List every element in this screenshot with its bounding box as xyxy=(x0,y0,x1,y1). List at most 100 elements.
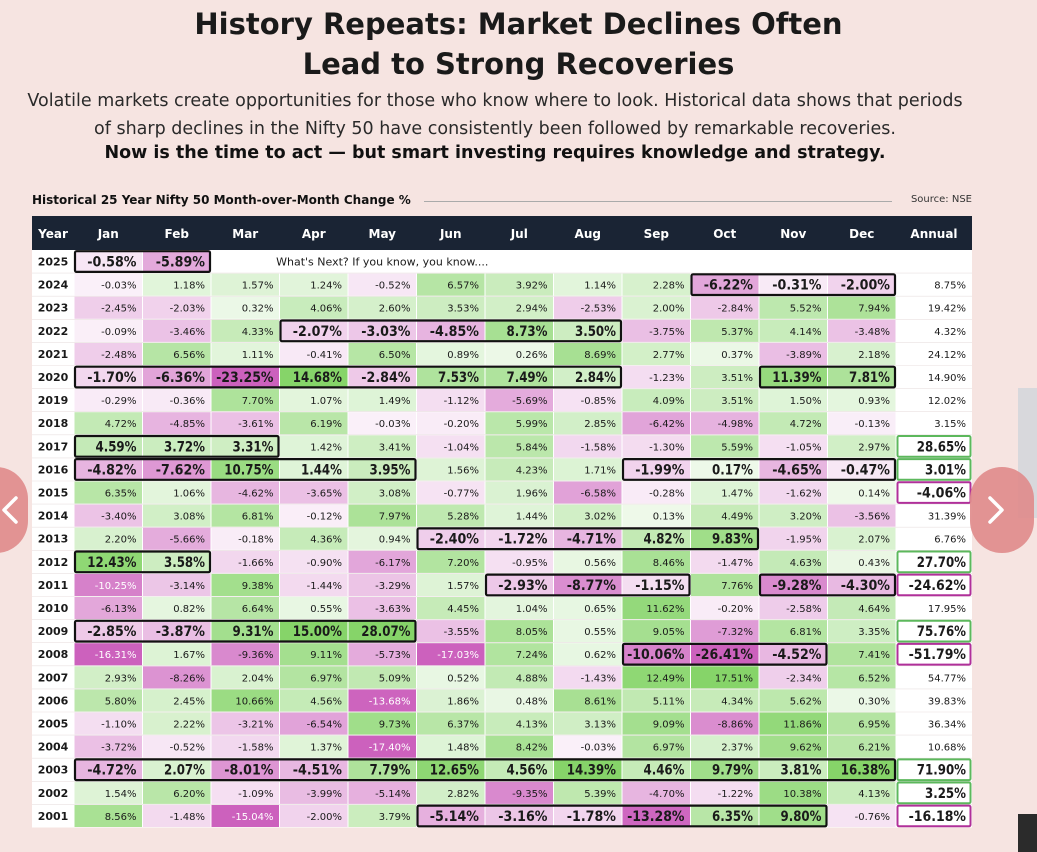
heatmap-cell xyxy=(485,689,553,712)
heatmap-cell xyxy=(211,435,279,458)
cell-value: -0.47% xyxy=(841,462,890,478)
heatmap-cell xyxy=(691,412,759,435)
cell-value: 1.57% xyxy=(242,281,274,292)
heatmap-cell xyxy=(828,527,896,550)
cell-value: 3.50% xyxy=(575,324,616,340)
heatmap-cell xyxy=(74,504,142,527)
cell-value: -13.68% xyxy=(369,696,411,707)
heatmap-cell xyxy=(485,504,553,527)
cell-value: -3.75% xyxy=(649,327,684,338)
cell-value: 27.70% xyxy=(917,555,966,571)
heatmap-cell xyxy=(622,458,690,481)
cell-value: 3.20% xyxy=(790,512,822,523)
cell-value: -3.61% xyxy=(238,419,273,430)
heatmap-cell xyxy=(143,527,211,550)
cell-value: 31.39% xyxy=(928,512,966,523)
heatmap-cell xyxy=(828,412,896,435)
heatmap-cell xyxy=(691,643,759,666)
heatmap-cell xyxy=(348,389,416,412)
heatmap-cell xyxy=(896,712,972,735)
cell-value: 4.64% xyxy=(858,604,890,615)
heatmap-cell xyxy=(828,781,896,804)
table-row: 2022 -0.09% -3.46% 4.33% -2.07% -3.03% -4.85% 8… xyxy=(32,318,972,342)
heatmap-cell xyxy=(417,620,485,643)
cell-value: 6.50% xyxy=(379,350,411,361)
cell-value: -0.77% xyxy=(444,489,479,500)
year-label: 2019 xyxy=(38,394,69,407)
cell-value: 1.18% xyxy=(173,281,205,292)
heatmap-cell xyxy=(554,620,622,643)
carousel-next-button[interactable] xyxy=(970,467,1034,553)
cell-value: -4.98% xyxy=(718,419,753,430)
cell-value: 2.82% xyxy=(447,789,479,800)
heatmap-cell xyxy=(759,643,827,666)
heatmap-cell xyxy=(417,527,485,550)
cell-value: 4.46% xyxy=(644,763,685,779)
heatmap-cell xyxy=(828,273,896,296)
cell-value: -26.41% xyxy=(696,647,753,663)
heatmap-cell xyxy=(348,597,416,620)
heatmap-cell xyxy=(485,319,553,342)
note-text: What's Next? If you know, you know.... xyxy=(276,256,488,269)
heatmap-cell xyxy=(691,758,759,781)
cell-value: 36.34% xyxy=(928,720,966,731)
subtitle-line-1: Volatile markets create opportunities fo… xyxy=(27,91,963,111)
cell-value: -4.30% xyxy=(841,578,890,594)
heatmap-cell xyxy=(691,481,759,504)
heatmap-cell xyxy=(759,758,827,781)
annual-highlight-box xyxy=(896,573,972,597)
heatmap-cell xyxy=(211,689,279,712)
cell-value: 6.37% xyxy=(447,720,479,731)
year-label: 2023 xyxy=(38,302,69,315)
cell-value: 2.85% xyxy=(584,419,616,430)
cell-value: 6.97% xyxy=(653,743,685,754)
heatmap-cell xyxy=(554,666,622,689)
cell-value: -2.07% xyxy=(293,324,342,340)
heatmap-cell xyxy=(691,620,759,643)
heatmap-cell xyxy=(74,366,142,389)
heatmap-cell xyxy=(74,781,142,804)
heatmap-cell xyxy=(896,666,972,689)
table-row: 2021 -2.48% 6.56% 1.11% -0.41% 6.50% 0.89% 0.26… xyxy=(32,342,972,365)
heatmap-cell xyxy=(211,389,279,412)
cell-value: -0.58% xyxy=(87,255,136,271)
heatmap-cell xyxy=(896,319,972,342)
cell-value: -4.06% xyxy=(917,486,966,502)
cell-value: 3.15% xyxy=(934,419,966,430)
highlight-box xyxy=(73,434,280,458)
heatmap-cell xyxy=(485,389,553,412)
heatmap-cell xyxy=(143,550,211,573)
cell-value: -2.48% xyxy=(101,350,136,361)
heatmap-cell xyxy=(211,273,279,296)
cell-value: -6.54% xyxy=(307,720,342,731)
cell-value: 0.37% xyxy=(721,350,753,361)
table-row: 2020 -1.70% -6.36% -23.25% 14.68% -2.84% 7.53%… xyxy=(32,365,972,389)
heatmap-cell xyxy=(759,342,827,365)
cell-value: -2.85% xyxy=(87,624,136,640)
heatmap-cell xyxy=(622,620,690,643)
heatmap-cell xyxy=(348,458,416,481)
annual-highlight-box xyxy=(896,435,972,458)
cell-value: 4.82% xyxy=(644,532,685,548)
cell-value: 8.69% xyxy=(584,350,616,361)
cell-value: 1.50% xyxy=(790,396,822,407)
year-label: 2001 xyxy=(38,810,69,823)
cell-value: 9.09% xyxy=(653,720,685,731)
heatmap-cell xyxy=(691,389,759,412)
cell-value: 4.06% xyxy=(310,304,342,315)
heatmap-cell xyxy=(417,273,485,296)
table-row: 2023 -2.45% -2.03% 0.32% 4.06% 2.60% 3.53% 2.94… xyxy=(32,295,972,319)
year-label: 2004 xyxy=(38,741,69,754)
cell-value: 2.00% xyxy=(653,304,685,315)
cell-value: 8.75% xyxy=(934,281,966,292)
heatmap-cell xyxy=(348,643,416,666)
cell-value: 7.97% xyxy=(379,512,411,523)
heatmap-cell xyxy=(211,597,279,620)
heatmap-cell xyxy=(691,342,759,365)
heatmap-cell xyxy=(211,412,279,435)
heatmap-cell xyxy=(74,527,142,550)
heatmap-cell xyxy=(828,342,896,365)
year-label: 2005 xyxy=(38,718,69,731)
heatmap-cell xyxy=(759,735,827,758)
